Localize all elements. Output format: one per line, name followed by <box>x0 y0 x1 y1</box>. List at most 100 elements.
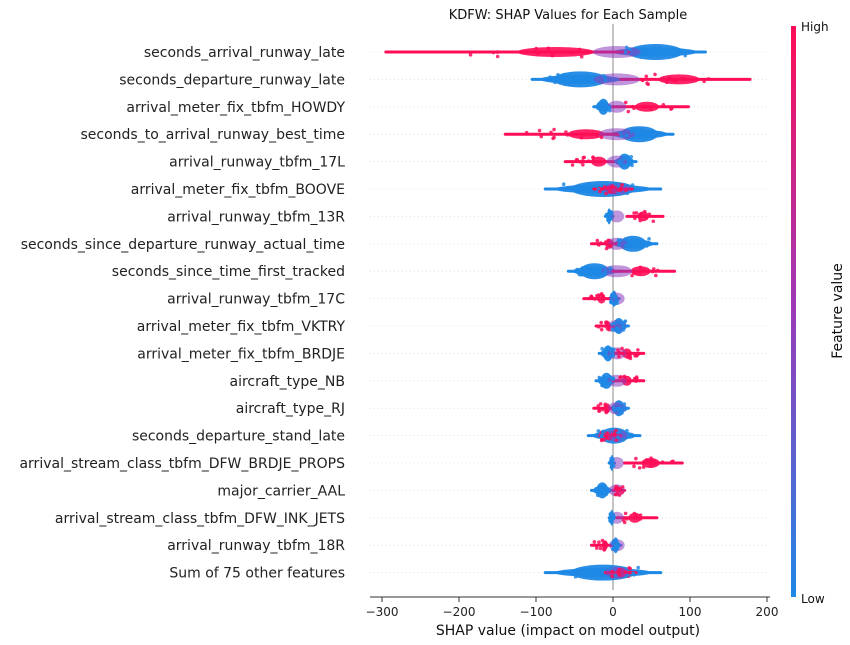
sample-dot <box>562 82 567 86</box>
x-tick-label: 200 <box>756 605 779 619</box>
sample-dot <box>638 46 642 51</box>
sample-dot <box>623 243 628 248</box>
sample-dot <box>683 53 688 58</box>
feature-violin <box>589 235 659 252</box>
sample-dot <box>620 183 624 187</box>
feature-label: aircraft_type_NB <box>230 374 345 390</box>
sample-dot <box>638 517 643 521</box>
sample-dot <box>604 246 609 251</box>
feature-violin <box>384 44 707 60</box>
feature-label: seconds_to_arrival_runway_best_time <box>81 127 346 143</box>
sample-dot <box>599 327 604 332</box>
sample-dot <box>611 539 616 543</box>
sample-dot <box>634 379 638 383</box>
sample-dot <box>565 133 570 137</box>
feature-label: arrival_stream_class_tbfm_DFW_INK_JETS <box>55 511 345 527</box>
sample-dot <box>600 105 605 110</box>
sample-dot <box>622 325 627 330</box>
sample-dot <box>599 320 604 325</box>
sample-dot <box>595 238 600 243</box>
sample-dot <box>620 411 624 415</box>
feature-label: arrival_runway_tbfm_17L <box>169 155 345 171</box>
sample-dot <box>578 569 583 574</box>
sample-dot <box>623 50 628 54</box>
sample-dot <box>606 238 611 243</box>
sample-dot <box>628 47 632 52</box>
sample-dot <box>620 490 624 495</box>
feature-label: seconds_arrival_runway_late <box>144 45 345 61</box>
sample-dot <box>586 273 591 277</box>
sample-dot <box>537 128 542 133</box>
sample-dot <box>667 76 672 80</box>
sample-dot <box>611 514 616 519</box>
sample-dot <box>601 491 605 496</box>
feature-violin <box>582 290 625 307</box>
sample-dot <box>613 321 617 326</box>
feature-label: arrival_runway_tbfm_17C <box>167 292 345 308</box>
sample-dot <box>617 243 621 247</box>
sample-dot <box>608 266 613 270</box>
sample-dot <box>607 325 611 329</box>
feature-label: arrival_stream_class_tbfm_DFW_BRDJE_PROP… <box>19 456 345 472</box>
sample-dot <box>632 464 636 469</box>
feature-label: arrival_runway_tbfm_18R <box>167 538 345 554</box>
sample-dot <box>600 407 605 412</box>
sample-dot <box>657 131 662 136</box>
sample-dot <box>539 134 544 139</box>
sample-dot <box>601 573 606 578</box>
sample-dot <box>569 186 573 191</box>
feature-violin <box>543 564 663 581</box>
sample-dot <box>598 241 603 245</box>
sample-dot <box>621 405 626 410</box>
sample-dot <box>618 321 623 325</box>
sample-dot <box>607 243 612 248</box>
sample-dot <box>620 157 625 162</box>
x-tick-label: 100 <box>679 605 702 619</box>
sample-dot <box>583 268 588 273</box>
sample-dot <box>634 128 639 132</box>
sample-dot <box>607 213 611 217</box>
sample-dot <box>600 383 605 388</box>
sample-dot <box>627 570 632 575</box>
sample-dot <box>595 133 599 138</box>
sample-dot <box>534 46 539 51</box>
sample-dot <box>549 130 553 135</box>
sample-dot <box>595 433 599 438</box>
sample-dot <box>619 401 623 406</box>
sample-dot <box>536 51 540 56</box>
sample-dot <box>596 324 601 329</box>
feature-violin <box>597 345 646 362</box>
sample-dot <box>623 319 628 323</box>
sample-dot <box>673 79 678 84</box>
feature-label: arrival_meter_fix_tbfm_HOWDY <box>126 100 345 116</box>
sample-dot <box>622 402 627 406</box>
sample-dot <box>550 76 555 81</box>
sample-dot <box>651 462 655 467</box>
colorbar-gradient <box>791 26 796 597</box>
sample-dot <box>562 72 567 77</box>
sample-dot <box>562 569 567 574</box>
sample-dot <box>598 376 602 381</box>
sample-dot <box>621 351 625 356</box>
sample-dot <box>641 268 646 273</box>
sample-dot <box>617 350 622 355</box>
sample-dot <box>633 270 637 275</box>
sample-dot <box>597 409 601 413</box>
sample-dot <box>647 130 651 134</box>
sample-dot <box>646 241 650 245</box>
violin-blob <box>598 128 636 141</box>
sample-dot <box>617 327 622 332</box>
sample-dot <box>616 184 621 188</box>
sample-dot <box>629 154 634 159</box>
sample-dot <box>702 79 706 84</box>
sample-dot <box>628 351 632 356</box>
x-tick-label: −300 <box>366 605 399 619</box>
sample-dot <box>592 540 597 544</box>
sample-dot <box>617 572 622 577</box>
sample-dot <box>595 493 600 497</box>
sample-dot <box>650 269 655 274</box>
x-axis-label: SHAP value (impact on model output) <box>436 623 700 639</box>
sample-dot <box>644 458 649 462</box>
sample-dot <box>579 159 583 164</box>
sample-dot <box>602 438 606 442</box>
